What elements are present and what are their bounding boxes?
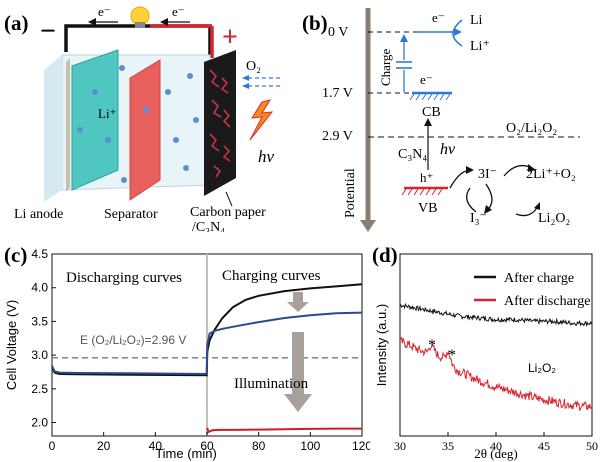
x-tick-label-d: 45: [538, 439, 550, 453]
ion-dots: [77, 65, 199, 183]
vb-label: VB: [418, 201, 437, 216]
voltage-series-0: [51, 283, 363, 377]
y-tick-label-c: 2.5: [31, 382, 48, 396]
panel-d-xrd-chart: (d) 30 35 40 45 50 After charge After discha…: [372, 243, 598, 461]
charge-label: Charge: [378, 48, 393, 86]
y-tick-label-c: 4.0: [31, 281, 48, 295]
xrd-series-0: [399, 302, 593, 328]
li-label: Li: [470, 13, 483, 28]
cb-label: CB: [422, 105, 441, 120]
y-axis-label-d: Intensity (a.u.): [374, 304, 389, 386]
carbon-paper-electrode: [204, 50, 236, 196]
three-i-label: 3I⁻: [478, 167, 497, 182]
x-axis-label-c: Time (min): [155, 446, 217, 461]
xrd-series-1: [399, 336, 593, 412]
li-plus-label: Li⁺: [470, 39, 490, 54]
o2-li2o2-label: O₂/Li₂O₂: [506, 121, 557, 136]
li2o2-label-b: Li₂O₂: [538, 211, 570, 226]
electron-right-label: e⁻: [172, 4, 185, 19]
potential-axis-label: Potential: [343, 168, 358, 218]
y-tick-label-c: 3.5: [31, 314, 48, 328]
peak-star-1: *: [428, 337, 436, 354]
legend-after-charge: After charge: [504, 271, 574, 286]
x-axis-label-d: 2θ (deg): [474, 446, 517, 461]
carbon-paper-label: Carbon paper: [190, 205, 266, 220]
x-tick-label-c: 60: [200, 439, 214, 453]
li-ion-label: Li⁺: [98, 106, 116, 121]
x-tick-label-c: 100: [300, 439, 320, 453]
li2o2-peak-label: Li₂O₂: [528, 361, 556, 375]
y-tick-label-c: 4.5: [31, 247, 48, 261]
x-tick-label-c: 40: [149, 439, 163, 453]
voltage-series-2: [206, 427, 362, 434]
x-tick-label-c: 120: [352, 439, 370, 453]
i3-label: I₃⁻: [470, 211, 487, 226]
electron-top-label: e⁻: [432, 10, 445, 25]
illumination-label: Illumination: [234, 376, 309, 392]
electron-cb-label: e⁻: [420, 72, 433, 87]
hv-label-a: hν: [258, 147, 275, 166]
x-tick-label-d: 40: [490, 439, 502, 453]
x-tick-label-d: 30: [394, 439, 406, 453]
panel-d-label: (d): [372, 243, 398, 267]
charging-curves-label: Charging curves: [222, 268, 321, 284]
li-anode-plate: [66, 58, 70, 192]
y-axis-label-c: Cell Voltage (V): [4, 300, 19, 390]
voltage-series-1: [51, 311, 363, 376]
level-2-9v: 2.9 V: [322, 129, 353, 144]
hplus-label: h⁺: [420, 170, 433, 185]
y-tick-label-c: 2.0: [31, 416, 48, 430]
peak-star-2: *: [448, 347, 456, 364]
electron-left-label: e⁻: [98, 4, 111, 19]
decrease-arrow-small: [287, 292, 309, 312]
y-tick-label-c: 3.0: [31, 348, 48, 362]
panel-b-label: (b): [302, 11, 328, 35]
reference-line-label: E (O₂/Li₂O₂)=2.96 V: [80, 333, 186, 347]
two-li-o2-label: 2Li⁺+O₂: [526, 167, 576, 182]
level-0v: 0 V: [328, 25, 348, 40]
c3n4-label: C₃N₄: [398, 147, 427, 162]
plus-sign: +: [222, 22, 238, 53]
hv-label-b: hν: [440, 141, 456, 158]
carbon-paper-c3n4-label: /C₃N₄: [192, 220, 225, 232]
x-tick-label-d: 35: [442, 439, 454, 453]
separator-label: Separator: [104, 207, 158, 222]
panel-b-energy-diagram: (b) Potential 0 V 1.7 V 2.9 V e⁻ Li Li⁺ …: [302, 8, 580, 232]
o2-label: O₂: [246, 59, 261, 74]
panel-c-label: (c): [4, 243, 27, 267]
separator-plate: [129, 59, 161, 201]
li-anode-label: Li anode: [14, 207, 63, 222]
panel-a-label: (a): [4, 11, 29, 35]
panel-c-voltage-chart: (c) 0 20 40 60 80 100 120 2.0 2.5 3.0 3.5 4.0 4.5 Di…: [4, 243, 370, 461]
level-1-7v: 1.7 V: [322, 86, 353, 101]
x-tick-label-c: 0: [49, 439, 56, 453]
decrease-arrow-large: [284, 332, 312, 412]
lightning-bolt-icon: [249, 99, 274, 141]
x-tick-label-c: 20: [97, 439, 111, 453]
discharging-curves-label: Discharging curves: [66, 270, 182, 286]
x-tick-label-d: 50: [586, 439, 598, 453]
x-tick-label-c: 80: [252, 439, 266, 453]
panel-a-schematic: (a) − + e⁻ e⁻ Li⁺ O₂ hν Li: [4, 4, 280, 232]
legend-after-discharge: After discharge: [504, 294, 590, 309]
light-bulb-icon: [130, 6, 150, 28]
minus-sign: −: [40, 16, 56, 47]
